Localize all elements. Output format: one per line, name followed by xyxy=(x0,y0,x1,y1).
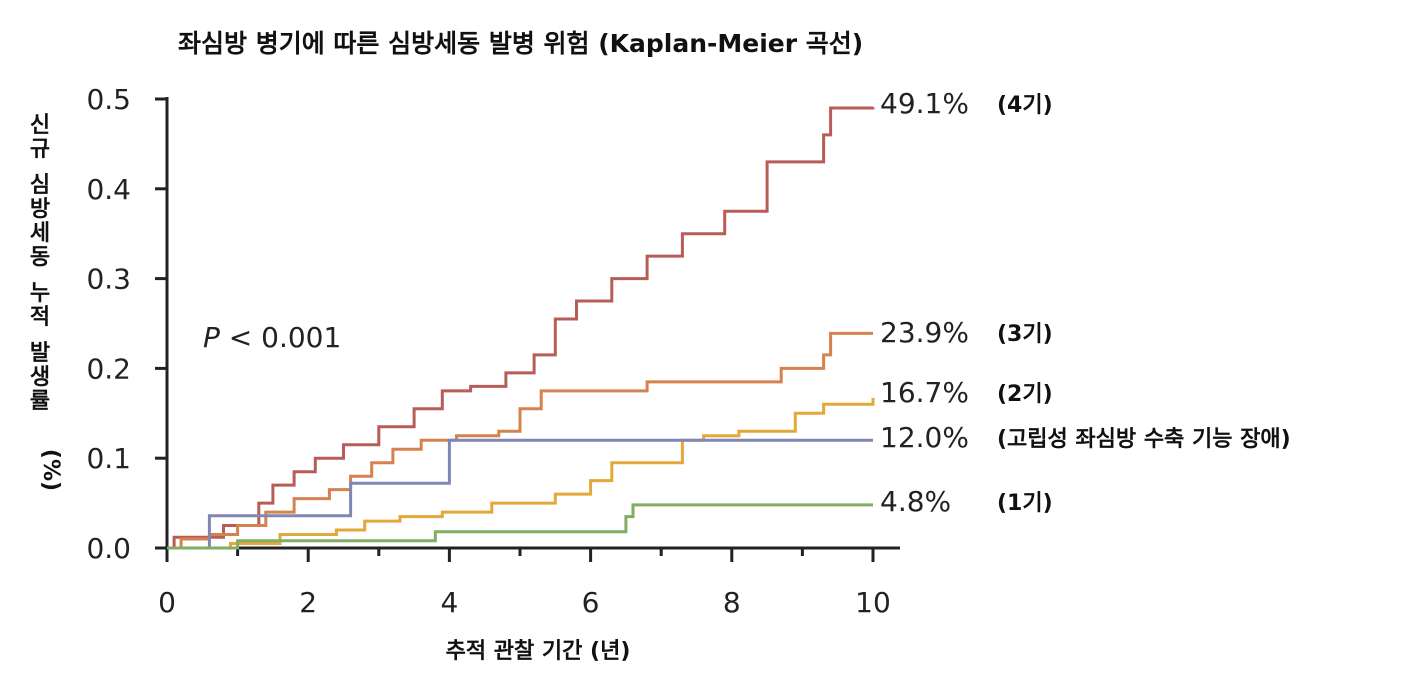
y-axis-char: 심 xyxy=(30,173,50,198)
y-tick-label: 0.0 xyxy=(86,532,131,565)
x-axis-label: 추적 관찰 기간 (년) xyxy=(446,639,631,664)
y-axis-char: 률 xyxy=(30,389,50,414)
y-axis-char: 생 xyxy=(30,365,50,390)
series-lines xyxy=(167,106,875,550)
end-tag-stage1: (1기) xyxy=(997,491,1053,516)
end-value-stage4: 49.1% xyxy=(880,87,969,120)
chart-title: 좌심방 병기에 따른 심방세동 발병 위험 (Kaplan-Meier 곡선) xyxy=(178,29,863,58)
y-tick-label: 0.1 xyxy=(86,442,131,475)
end-tag-stage2: (2기) xyxy=(997,382,1053,407)
x-tick-label: 6 xyxy=(582,586,600,619)
series-line-stage2 xyxy=(167,398,875,550)
y-axis-char: 적 xyxy=(30,305,50,330)
end-tag-stage4: (4기) xyxy=(997,93,1053,118)
y-axis-char: 누 xyxy=(30,281,50,306)
x-tick-label: 2 xyxy=(299,586,317,619)
end-value-impaired: 12.0% xyxy=(880,421,969,454)
end-value-stage3: 23.9% xyxy=(880,316,969,349)
end-tag-stage3: (3기) xyxy=(997,322,1053,347)
y-tick-label: 0.2 xyxy=(86,352,131,385)
x-tick-label: 4 xyxy=(440,586,458,619)
end-labels: 49.1% (4기) 23.9% (3기) 16.7% (2기) 12.0% (고립성 좌심방… xyxy=(880,87,1291,518)
y-tick-label: 0.3 xyxy=(86,263,131,296)
p-value: < 0.001 xyxy=(220,321,341,354)
p-value-annotation: P < 0.001 xyxy=(203,321,341,354)
y-axis-char: 신 xyxy=(30,113,50,138)
y-tick-label: 0.5 xyxy=(86,83,131,116)
series-line-stage4 xyxy=(167,106,875,550)
series-line-stage3 xyxy=(167,331,873,550)
x-tick-label: 10 xyxy=(855,586,891,619)
end-value-stage1: 4.8% xyxy=(880,485,951,518)
series-line-impaired xyxy=(167,438,873,550)
p-symbol: P xyxy=(203,321,220,354)
series-line-stage1 xyxy=(167,503,873,550)
x-tick-label: 8 xyxy=(723,586,741,619)
y-tick-label: 0.4 xyxy=(86,173,131,206)
axis-ticks: 0.0 0.1 0.2 0.3 0.4 0.5 0 2 4 6 8 10 xyxy=(86,83,890,619)
y-axis-char: 동 xyxy=(30,245,50,270)
end-value-stage2: 16.7% xyxy=(880,376,969,409)
x-tick-label: 0 xyxy=(158,586,176,619)
y-axis-char: 발 xyxy=(30,341,50,366)
end-tag-impaired: (고립성 좌심방 수축 기능 장애) xyxy=(997,427,1291,452)
y-axis-char: 방 xyxy=(30,197,50,222)
y-axis-char: 규 xyxy=(30,137,50,162)
y-axis-unit: (%) xyxy=(38,449,63,491)
y-axis-char: 세 xyxy=(30,221,50,246)
